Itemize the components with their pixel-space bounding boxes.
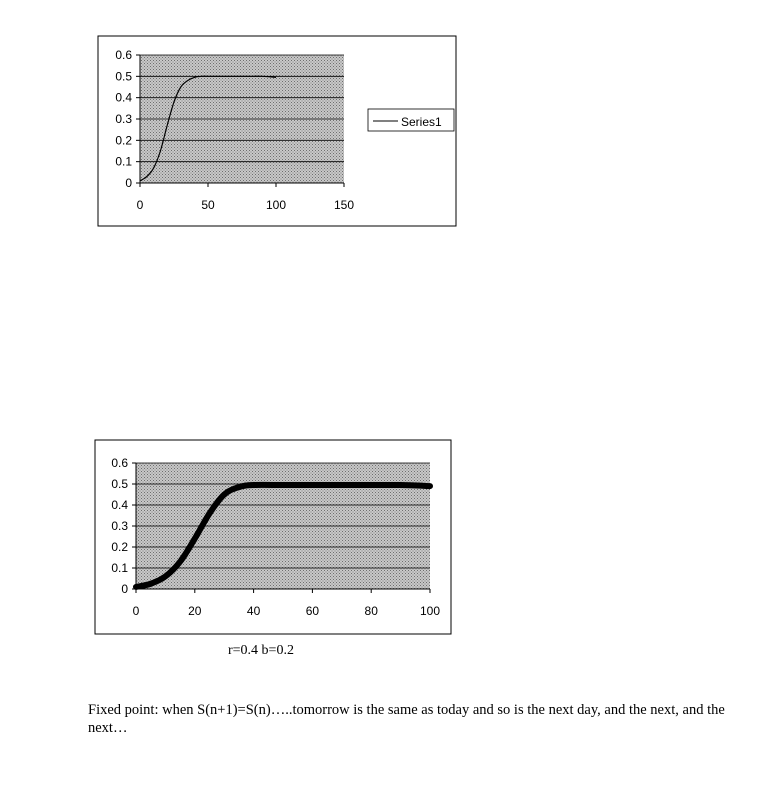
chart-2-x-tick-label: 100: [420, 604, 440, 618]
chart-2-y-tick-label: 0: [121, 582, 128, 596]
chart-1-x-tick-label: 0: [137, 198, 144, 212]
chart-2-y-tick-label: 0.5: [111, 477, 128, 491]
chart-2-x-tick-label: 0: [133, 604, 140, 618]
chart-1-legend: [367, 108, 455, 132]
chart-1-x-tick-label: 100: [266, 198, 286, 212]
chart-1-legend-label: Series1: [401, 115, 442, 129]
chart-2-y-tick-label: 0.6: [111, 456, 128, 470]
chart-1-y-tick-label: 0.1: [115, 155, 132, 169]
chart-2-y-tick-label: 0.2: [111, 540, 128, 554]
chart-2-caption: r=0.4 b=0.2: [228, 643, 294, 658]
chart-1-y-tick-label: 0: [125, 176, 132, 190]
chart-2-y-tick-label: 0.1: [111, 561, 128, 575]
chart-1-x-tick-label: 50: [201, 198, 215, 212]
chart-1-y-tick-label: 0.3: [115, 112, 132, 126]
chart-1-x-tick-label: 150: [334, 198, 354, 212]
chart-1-y-tick-label: 0.4: [115, 91, 132, 105]
chart-2-series-line: [133, 481, 433, 590]
chart-1-y-tick-label: 0.6: [115, 48, 132, 62]
fixed-point-note: Fixed point: when S(n+1)=S(n)…..tomorrow…: [88, 702, 725, 736]
chart-2-x-tick-label: 40: [247, 604, 261, 618]
chart-2-x-tick-label: 20: [188, 604, 202, 618]
chart-1-series-line: [139, 75, 277, 182]
chart-1-y-tick-label: 0.2: [115, 133, 132, 147]
chart-2-x-tick-label: 60: [306, 604, 320, 618]
chart-2-y-tick-label: 0.4: [111, 498, 128, 512]
chart-2-y-tick-label: 0.3: [111, 519, 128, 533]
chart-1-y-tick-label: 0.5: [115, 69, 132, 83]
chart-2-x-tick-label: 80: [365, 604, 379, 618]
